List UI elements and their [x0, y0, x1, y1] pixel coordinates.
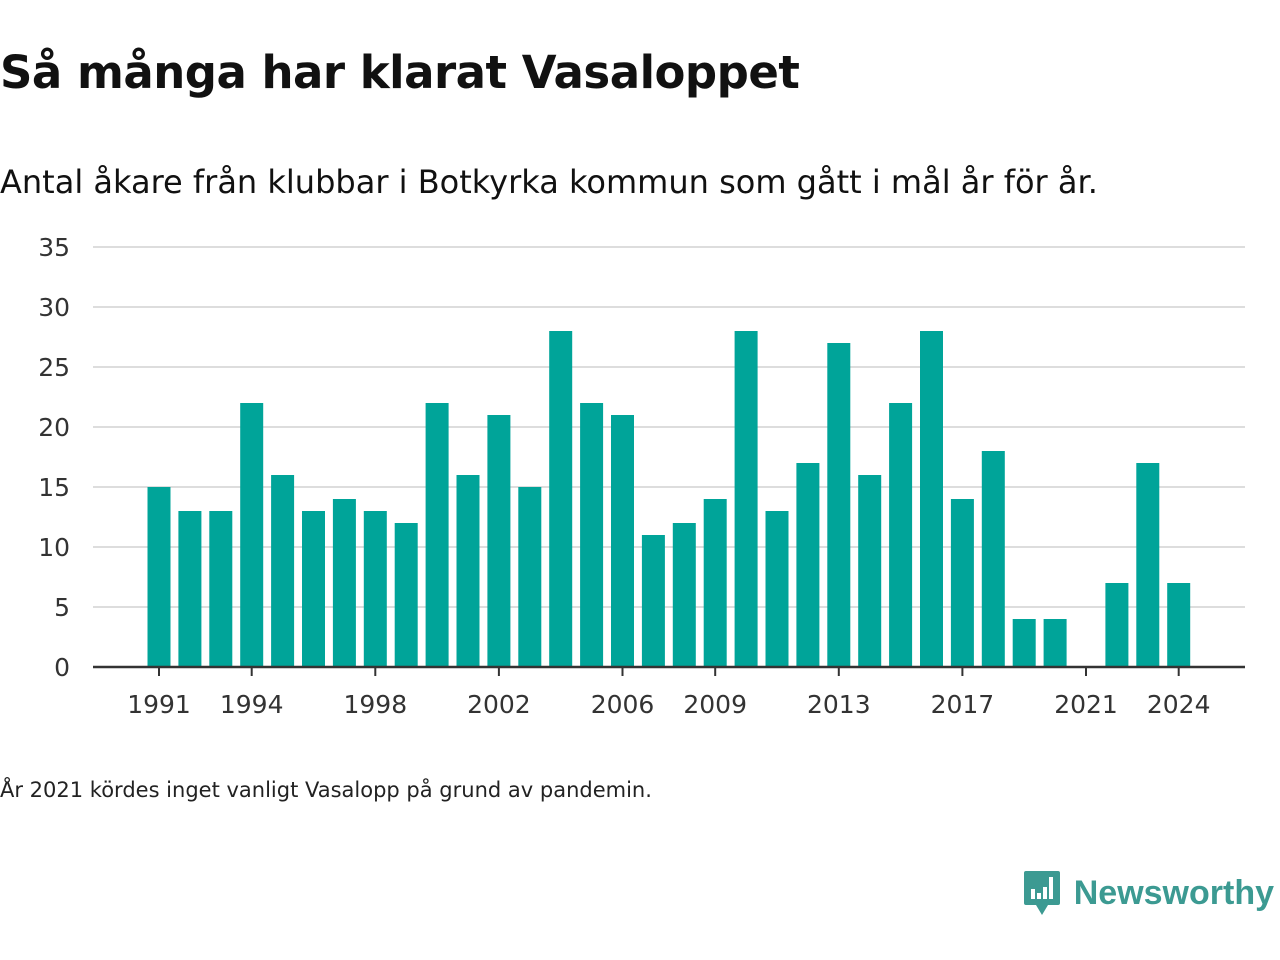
y-tick-label: 0 [54, 653, 70, 682]
newsworthy-logo-icon [1023, 871, 1060, 915]
x-tick-label: 2002 [467, 690, 531, 719]
bar [1043, 619, 1067, 667]
bar-chart: 0 5 10 15 20 25 30 35 1991 1994 1998 2002 2006 2009 20… [38, 233, 1245, 719]
x-tick-label: 1991 [127, 690, 191, 719]
bar [271, 475, 295, 667]
brand: Newsworthy [1022, 869, 1274, 917]
bar [147, 487, 171, 667]
bar [302, 511, 325, 667]
bar [363, 511, 387, 667]
x-tick-label: 2021 [1054, 690, 1118, 719]
x-tick-label: 2017 [931, 690, 995, 719]
x-tick-label: 1998 [343, 690, 407, 719]
y-tick-label: 35 [38, 233, 70, 262]
bar [425, 403, 449, 667]
chart-subtitle: Antal åkare från klubbar i Botkyrka komm… [0, 163, 1098, 201]
footnote: År 2021 kördes inget vanligt Vasalopp på… [0, 778, 652, 802]
bar [178, 511, 202, 667]
bar [950, 499, 974, 667]
brand-name: Newsworthy [1073, 873, 1274, 912]
bar [487, 415, 511, 667]
x-tick-label: 1994 [220, 690, 284, 719]
axes [93, 665, 1245, 676]
bar [456, 475, 480, 667]
y-tick-label: 15 [38, 473, 70, 502]
bar [209, 511, 233, 667]
x-tick-label: 2006 [591, 690, 655, 719]
bar [518, 487, 542, 667]
bar [734, 331, 758, 667]
bar [1136, 463, 1160, 667]
bar [1012, 619, 1036, 667]
chart-title: Så många har klarat Vasaloppet [0, 46, 800, 99]
x-tick-label: 2009 [683, 690, 747, 719]
bar [580, 403, 604, 667]
x-tick-label: 2024 [1147, 690, 1211, 719]
gridlines [93, 246, 1245, 608]
bar [703, 499, 727, 667]
bar [920, 331, 943, 667]
bar [240, 403, 264, 667]
bar [765, 511, 789, 667]
y-tick-label: 20 [38, 413, 70, 442]
bar [611, 415, 634, 667]
y-tick-label: 25 [38, 353, 70, 382]
bar [1105, 583, 1129, 667]
bar [332, 499, 356, 667]
tick-labels: 0 5 10 15 20 25 30 35 1991 1994 1998 2002 2006 2009 20… [38, 233, 1210, 719]
bar [394, 523, 418, 667]
bar [549, 331, 573, 667]
bar [796, 463, 820, 667]
bars [147, 331, 1191, 667]
bar [827, 343, 851, 667]
bar [981, 451, 1005, 667]
bar [641, 535, 665, 667]
bar [889, 403, 913, 667]
bar [672, 523, 696, 667]
y-tick-label: 10 [38, 533, 70, 562]
bar [1167, 583, 1191, 667]
y-tick-label: 5 [54, 593, 70, 622]
x-tick-label: 2013 [807, 690, 871, 719]
bar [858, 475, 882, 667]
y-tick-label: 30 [38, 293, 70, 322]
